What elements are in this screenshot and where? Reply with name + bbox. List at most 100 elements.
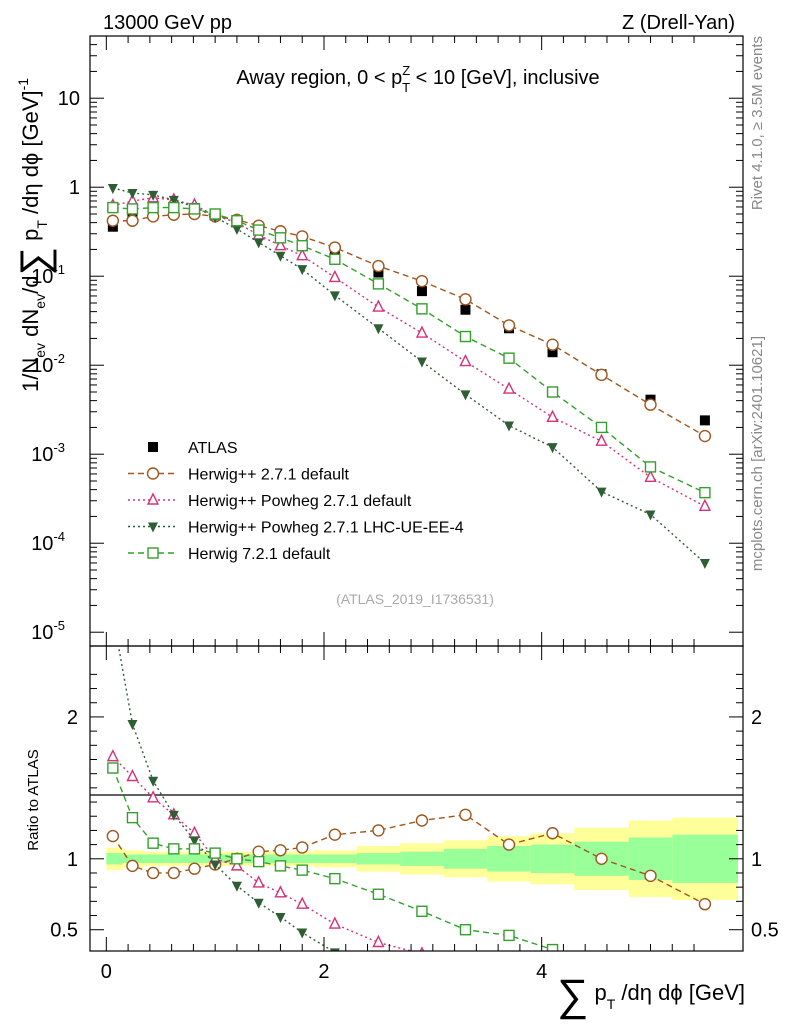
ratio-data-point: [644, 869, 657, 883]
data-point: [209, 208, 221, 220]
ratio-axis-ticks: 0.5 0.5 1 1 2 2 0 2 4: [50, 646, 779, 983]
ratio-data-point: [231, 881, 242, 892]
data-point: [416, 357, 427, 368]
data-point: [373, 324, 384, 335]
ratio-data-point: [460, 958, 470, 968]
ratio-data-point: [373, 963, 383, 973]
x-tick-label: 0: [101, 961, 112, 983]
stat-uncertainty-band: [143, 854, 165, 864]
stat-uncertainty-band: [672, 834, 739, 883]
ratio-data-point: [126, 859, 139, 873]
ratio-data-point: [148, 776, 159, 787]
data-point: [168, 201, 180, 214]
data-point: [329, 291, 340, 302]
ratio-y-tick-label-right: 0.5: [751, 920, 779, 942]
data-point: [502, 381, 516, 394]
data-point: [547, 443, 558, 454]
legend-label: Herwig++ 2.7.1 default: [188, 467, 350, 484]
ratio-series-line: [117, 646, 334, 951]
main-data-series: [106, 183, 712, 569]
ratio-data-point: [597, 960, 607, 970]
series-herwig-powheg-2-7-1-default: [106, 190, 712, 511]
y-tick-label: 10-5: [31, 618, 65, 644]
ratio-data-point: [188, 862, 201, 875]
stat-uncertainty-band: [313, 854, 358, 864]
ratio-data-point: [459, 924, 472, 936]
ratio-data-point: [296, 896, 309, 909]
data-point: [546, 386, 559, 398]
data-point: [372, 278, 385, 290]
energy-label: 13000 GeV pp: [103, 12, 232, 34]
legend-marker: [148, 442, 158, 452]
ratio-data-point: [147, 837, 159, 849]
svg-text:∑ pT /dη dϕ [GeV]: ∑ pT /dη dϕ [GeV]: [557, 971, 745, 1020]
ratio-data-point: [459, 808, 472, 822]
main-y-axis-label: 1/Nev dNev/d∑ pT /dη dϕ [GeV]-1: [13, 78, 57, 392]
ratio-data-point: [504, 985, 514, 995]
x-tick-label: 2: [318, 961, 329, 983]
ratio-data-point: [328, 828, 342, 841]
data-point: [296, 248, 309, 261]
data-point: [107, 201, 119, 214]
data-point: [415, 325, 429, 338]
data-point: [147, 201, 159, 214]
data-point: [253, 238, 264, 249]
ratio-data-point: [698, 897, 712, 911]
legend-label: Herwig++ Powheg 2.7.1 default: [188, 493, 412, 510]
legend-marker: [146, 467, 160, 480]
y-tick-base: 10: [31, 355, 53, 377]
x-axis-label: ∑ pT /dη dϕ [GeV]: [557, 971, 745, 1020]
ratio-data-point: [274, 885, 287, 898]
ratio-data-point: [372, 824, 385, 837]
data-point: [126, 214, 139, 227]
ratio-data-point: [231, 853, 243, 865]
data-point: [595, 433, 608, 446]
data-point: [329, 253, 341, 265]
ratio-data-point: [504, 965, 514, 975]
ratio-data-point: [126, 811, 139, 824]
ratio-data-point: [546, 943, 559, 951]
data-point: [274, 232, 287, 244]
data-point: [595, 421, 608, 434]
y-tick-label: 10-4: [31, 529, 65, 555]
data-point: [127, 189, 138, 200]
ratio-data-point: [106, 829, 120, 843]
data-point: [297, 265, 308, 276]
ratio-data-point: [416, 905, 428, 917]
stat-uncertainty-band: [530, 844, 575, 873]
ratio-data-point: [106, 749, 119, 762]
data-point: [699, 486, 711, 499]
data-point: [698, 498, 712, 511]
ratio-data-point: [168, 810, 179, 821]
ratio-data-point: [189, 836, 200, 847]
main-plot-title: Away region, 0 < pZ T < 10 [GeV], inclusi…: [236, 63, 599, 95]
data-point: [373, 267, 384, 278]
ratio-y-tick-label-left: 0.5: [50, 920, 78, 942]
y-tick-exponent: -4: [53, 529, 65, 544]
ratio-data-point: [460, 981, 470, 991]
ratio-data-point: [328, 916, 342, 929]
y-tick-base: 10: [31, 622, 53, 644]
series-line: [112, 197, 706, 507]
ratio-data-point: [146, 790, 160, 803]
y-tick-base: 10: [31, 533, 53, 555]
ratio-y-tick-label-right: 2: [751, 707, 762, 729]
series-line: [112, 213, 706, 437]
legend-label: ATLAS: [188, 440, 238, 457]
stat-uncertainty-band: [122, 854, 144, 864]
ratio-series-herwig-powheg-2-7-1-lhc-ue-ee-4: [117, 646, 514, 995]
ratio-data-point: [645, 970, 655, 980]
y-tick-base: 10: [31, 444, 53, 466]
stat-uncertainty-band: [106, 853, 124, 865]
ratio-y-tick-label-left: 1: [67, 849, 78, 871]
ratio-series-herwig-7-2-1-default: [107, 762, 655, 980]
stat-uncertainty-band: [400, 851, 445, 866]
ratio-data-point: [415, 814, 429, 827]
legend-entry: ATLAS: [148, 440, 238, 457]
source-label: mcplots.cern.ch [arXiv:2401.10621]: [749, 336, 766, 571]
legend-entry: Herwig 7.2.1 default: [128, 546, 331, 563]
legend-marker: [146, 492, 160, 505]
ratio-data-point: [188, 825, 201, 838]
